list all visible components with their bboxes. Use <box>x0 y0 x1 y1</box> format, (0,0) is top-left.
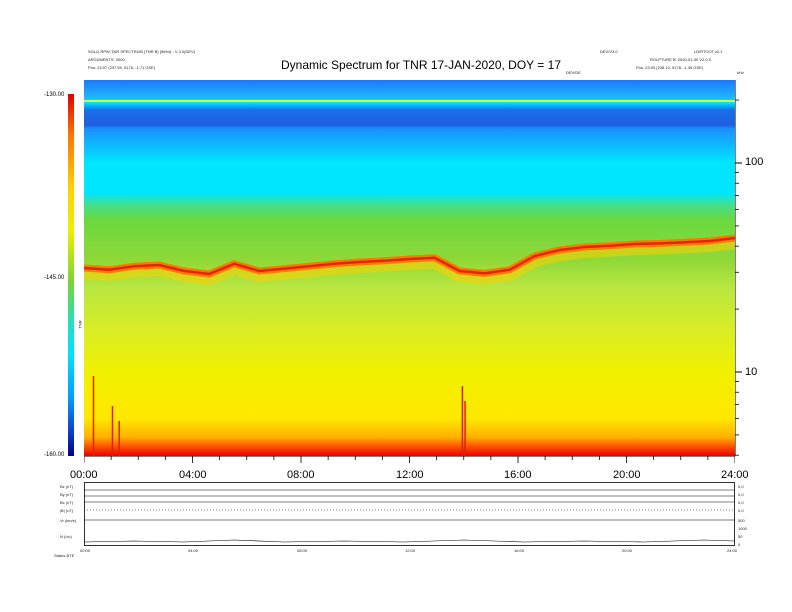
strip-right-label-0: 0.0 <box>738 484 744 489</box>
strip-left-label-1: By (nT) <box>60 492 74 497</box>
header-left-line1: SOLO-RPW-TNR SPECTRUM (TNR B) (5694) - V… <box>88 49 196 54</box>
chart-title: Dynamic Spectrum for TNR 17-JAN-2020, DO… <box>281 58 561 72</box>
time-tick-4: 16:00 <box>504 469 532 481</box>
header-right-b1: ROLPTURE B: 2020-01-30 V2.0.0 <box>650 57 711 62</box>
time-tick-6: 24:00 <box>721 469 749 481</box>
header-left-line2: ARGUMENTS: 0000 <box>88 57 125 62</box>
frequency-axis <box>735 80 742 456</box>
frequency-tick-group <box>735 99 742 456</box>
small-time-tick-0: 00:00 <box>80 548 91 553</box>
strip-left-label-4: Vr (km/s) <box>60 518 77 523</box>
small-time-tick-4: 16:00 <box>514 548 525 553</box>
colorbar-bottom-label: -160.00 <box>44 452 65 458</box>
small-time-tick-6: 24:00 <box>727 548 738 553</box>
ridge-red <box>84 236 735 276</box>
time-tick-5: 20:00 <box>613 469 641 481</box>
colorbar-mid-label: -145.00 <box>44 275 65 281</box>
time-tick-2: 08:00 <box>287 469 315 481</box>
freq-unit-label: kHz <box>737 70 744 75</box>
strip-right-label-1: 0.0 <box>738 492 744 497</box>
small-time-tick-1: 04:00 <box>188 548 199 553</box>
strip-left-label-3: |B| (nT) <box>60 508 74 513</box>
strip-right-label-3: 0.0 <box>738 508 744 513</box>
freq-tick-label-100: 100 <box>745 156 764 168</box>
strip-panel <box>84 482 735 546</box>
header-right-sub: DEV/DE <box>566 70 581 75</box>
strip-right-label-6: 50 <box>738 534 743 539</box>
spectrum-band-line <box>84 100 735 102</box>
strip-trace <box>84 539 735 543</box>
small-time-tick-3: 12:00 <box>405 548 416 553</box>
time-tick-group <box>84 456 735 463</box>
strip-panel-frame <box>84 482 735 546</box>
ridge-band-group <box>84 234 735 286</box>
colorbar <box>68 94 74 456</box>
header-right-a1: DEV/V3.0 <box>600 49 618 54</box>
header-left-line3: Pos: 23.97 (237.59, 5176, -1.71 GSE) <box>88 65 156 70</box>
strip-right-label-2: 0.0 <box>738 500 744 505</box>
dynamic-spectrum <box>84 80 735 456</box>
freq-tick-label-10: 10 <box>745 366 758 378</box>
strip-right-label-7: 0 <box>738 542 741 547</box>
strip-footer: Status BTE <box>54 553 75 558</box>
strip-left-label-0: Bz (nT) <box>60 484 74 489</box>
colorbar-unit-label: TNR <box>77 320 83 329</box>
time-tick-1: 04:00 <box>179 469 207 481</box>
header-right-b2: Pos: 23.93 (238.10, 5178, -1.49 GSE) <box>636 65 704 70</box>
spike-group <box>92 376 466 456</box>
small-time-tick-2: 08:00 <box>297 548 308 553</box>
ridge-halo <box>84 235 735 286</box>
strip-right-label-5: 1000 <box>738 526 747 531</box>
time-tick-0: 00:00 <box>70 469 98 481</box>
time-axis <box>84 456 735 463</box>
strip-left-label-2: Bx (nT) <box>60 500 74 505</box>
time-tick-3: 12:00 <box>396 469 424 481</box>
colorbar-top-label: -130.00 <box>44 92 65 98</box>
small-time-tick-5: 20:00 <box>622 548 633 553</box>
strip-left-label-5: N (/cc) <box>60 534 72 539</box>
header-right-a2: LD/RTOOT.v0.1 <box>694 49 723 54</box>
strip-right-label-4: 500 <box>738 518 745 523</box>
